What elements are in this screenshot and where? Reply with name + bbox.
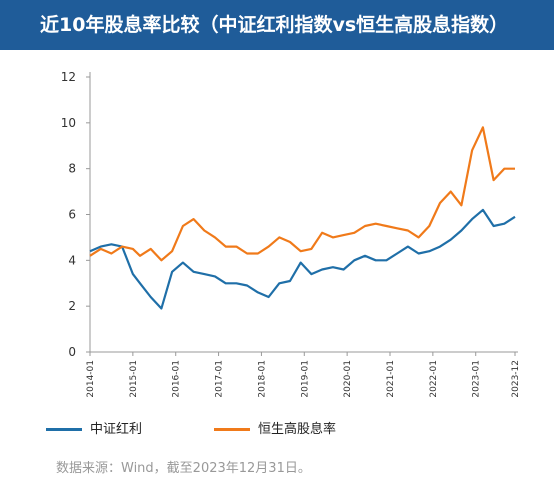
x-tick-label: 2023-01 xyxy=(472,360,482,398)
x-axis-ticks: 2014-01 2015-01 2016-01 2017-01 2018-01 2019-… xyxy=(86,352,521,398)
x-tick-label: 2017-01 xyxy=(215,360,225,398)
legend-swatch-series-2 xyxy=(214,428,250,431)
x-tick-label: 2016-01 xyxy=(172,360,182,398)
x-tick-label: 2015-01 xyxy=(129,360,139,398)
x-tick-label: 2020-01 xyxy=(343,360,353,398)
page-title: 近10年股息率比较（中证红利指数vs恒生高股息指数） xyxy=(0,0,554,50)
series-line-1 xyxy=(89,208,516,310)
legend-label-series-1: 中证红利 xyxy=(90,422,143,437)
chart-axes xyxy=(89,72,518,353)
y-tick-label: 2 xyxy=(68,299,76,313)
x-tick-label: 2018-01 xyxy=(257,360,267,398)
x-tick-label: 2023-12 xyxy=(511,360,521,398)
y-tick-label: 12 xyxy=(61,70,76,84)
y-axis-ticks: 0 2 4 6 8 10 12 xyxy=(61,70,90,359)
y-tick-label: 4 xyxy=(68,253,76,267)
x-tick-label: 2019-01 xyxy=(300,360,310,398)
x-tick-label: 2021-01 xyxy=(386,360,396,398)
y-tick-label: 0 xyxy=(68,345,76,359)
y-tick-label: 10 xyxy=(61,116,76,130)
legend-item-series-1: 中证红利 xyxy=(46,420,142,440)
series-line-2 xyxy=(89,126,515,262)
legend-item-series-2: 恒生高股息率 xyxy=(214,420,336,440)
chart-series xyxy=(89,126,516,310)
y-tick-label: 6 xyxy=(68,208,76,222)
x-tick-label: 2022-01 xyxy=(429,360,439,398)
data-source-note: 数据来源：Wind，截至2023年12月31日。 xyxy=(56,461,311,476)
legend-swatch-series-1 xyxy=(46,428,82,431)
x-tick-label: 2014-01 xyxy=(86,360,96,398)
y-tick-label: 8 xyxy=(68,162,76,176)
legend-label-series-2: 恒生高股息率 xyxy=(258,422,337,437)
